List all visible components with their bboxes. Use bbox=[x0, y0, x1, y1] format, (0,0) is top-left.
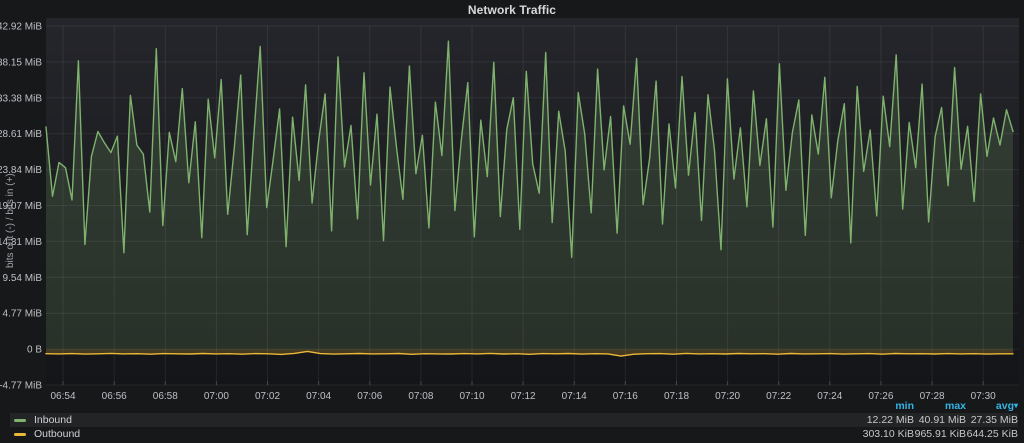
inbound-fill bbox=[46, 41, 1013, 350]
x-tick-label: 07:18 bbox=[664, 391, 689, 402]
stat-header-max[interactable]: max bbox=[944, 400, 966, 412]
y-tick-label: 28.61 MiB bbox=[0, 129, 42, 140]
outbound-min-value: 303.10 KiB bbox=[862, 428, 914, 440]
y-tick-label: -4.77 MiB bbox=[0, 381, 42, 392]
outbound-avg-value: 644.25 KiB bbox=[966, 428, 1018, 440]
x-tick-label: 07:24 bbox=[817, 391, 842, 402]
outbound-series-id: Outbound bbox=[10, 428, 80, 440]
x-tick-label: 07:30 bbox=[971, 391, 996, 402]
y-tick-label: 23.84 MiB bbox=[0, 165, 42, 176]
outbound-series-color-icon[interactable] bbox=[14, 432, 26, 436]
stat-header-avg-label: avg bbox=[995, 400, 1014, 412]
x-tick-label: 07:10 bbox=[459, 391, 484, 402]
x-tick-label: 07:02 bbox=[255, 391, 280, 402]
x-tick-label: 07:14 bbox=[562, 391, 587, 402]
outbound-stats: 303.10 KiB 965.91 KiB 644.25 KiB bbox=[862, 428, 1018, 440]
inbound-min-value: 12.22 MiB bbox=[866, 414, 914, 426]
legend: min max avg▾ Inbound 12.22 MiB 40.91 MiB… bbox=[0, 399, 1024, 443]
y-tick-label: 38.15 MiB bbox=[0, 57, 42, 68]
inbound-avg-value: 27.35 MiB bbox=[970, 414, 1018, 426]
legend-row-inbound: Inbound 12.22 MiB 40.91 MiB 27.35 MiB bbox=[10, 413, 1018, 427]
panel-title[interactable]: Network Traffic bbox=[467, 3, 557, 17]
x-tick-label: 07:26 bbox=[868, 391, 893, 402]
inbound-series-id: Inbound bbox=[10, 414, 72, 426]
y-tick-label: 14.31 MiB bbox=[0, 237, 42, 248]
legend-row-outbound: Outbound 303.10 KiB 965.91 KiB 644.25 Ki… bbox=[10, 427, 1018, 441]
x-tick-label: 07:04 bbox=[306, 391, 331, 402]
stat-header-avg[interactable]: avg▾ bbox=[966, 400, 1018, 412]
x-tick-label: 07:20 bbox=[715, 391, 740, 402]
gridlines bbox=[46, 25, 1019, 386]
y-tick-label: 42.92 MiB bbox=[0, 22, 42, 33]
x-tick-label: 07:12 bbox=[511, 391, 536, 402]
x-tick-label: 06:54 bbox=[50, 391, 75, 402]
y-tick-label: 33.38 MiB bbox=[0, 93, 42, 104]
inbound-line[interactable] bbox=[45, 40, 1014, 258]
inbound-stats: 12.22 MiB 40.91 MiB 27.35 MiB bbox=[862, 414, 1018, 426]
x-tick-label: 07:22 bbox=[766, 391, 791, 402]
x-tick-label: 07:06 bbox=[357, 391, 382, 402]
outbound-max-value: 965.91 KiB bbox=[914, 428, 966, 440]
stat-header-min[interactable]: min bbox=[895, 400, 914, 412]
outbound-line[interactable] bbox=[45, 350, 1014, 357]
x-tick-label: 06:58 bbox=[153, 391, 178, 402]
x-tick-label: 07:08 bbox=[408, 391, 433, 402]
plot-area[interactable] bbox=[46, 18, 1019, 385]
outbound-series-label[interactable]: Outbound bbox=[34, 428, 81, 440]
y-tick-label: 4.77 MiB bbox=[3, 309, 43, 320]
x-tick-label: 07:16 bbox=[613, 391, 638, 402]
inbound-max-value: 40.91 MiB bbox=[918, 414, 966, 426]
y-tick-label: 19.07 MiB bbox=[0, 201, 42, 212]
inbound-series-label[interactable]: Inbound bbox=[34, 414, 72, 426]
inbound-series-color-icon[interactable] bbox=[14, 418, 26, 422]
y-tick-label: 0 B bbox=[27, 345, 42, 356]
x-tick-label: 07:28 bbox=[920, 391, 945, 402]
x-axis-ticks bbox=[62, 381, 984, 385]
legend-stats-header: min max avg▾ bbox=[862, 400, 1018, 412]
outbound-fill bbox=[46, 349, 1013, 357]
sort-caret-icon: ▾ bbox=[1013, 401, 1018, 410]
x-tick-label: 06:56 bbox=[102, 391, 127, 402]
x-tick-label: 07:00 bbox=[204, 391, 229, 402]
y-tick-label: 9.54 MiB bbox=[3, 273, 43, 284]
